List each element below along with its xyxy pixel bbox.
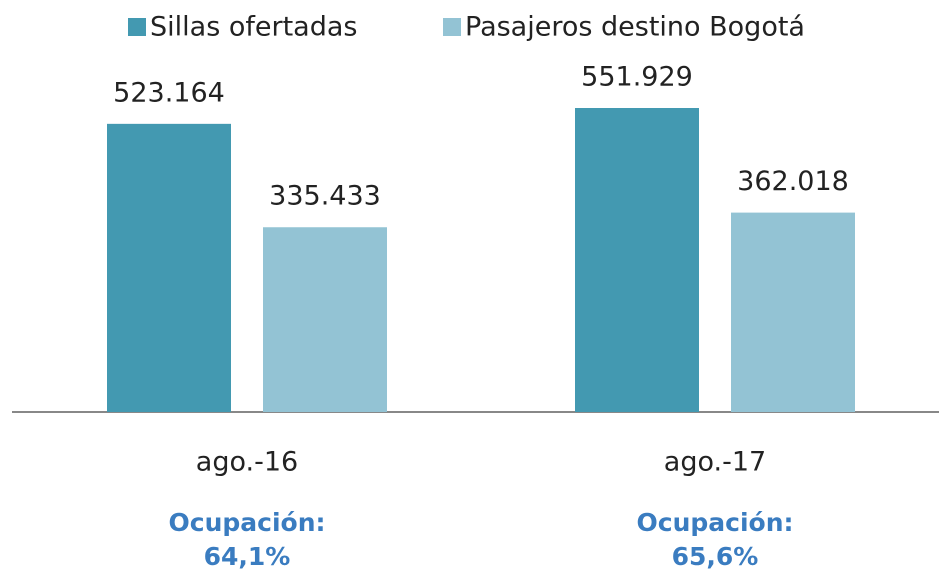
x-tick-label: ago.-17 bbox=[664, 447, 766, 478]
annotation-value: 64,1% bbox=[204, 542, 291, 571]
annotation-label: Ocupación: bbox=[637, 508, 794, 537]
annotation-value: 65,6% bbox=[672, 542, 759, 571]
value-label: 523.164 bbox=[113, 77, 225, 108]
value-label: 551.929 bbox=[581, 62, 693, 93]
bar bbox=[107, 123, 231, 413]
bar bbox=[263, 227, 387, 412]
legend-label: Pasajeros destino Bogotá bbox=[465, 12, 805, 43]
legend-label: Sillas ofertadas bbox=[150, 12, 357, 43]
legend-swatch bbox=[128, 18, 146, 36]
annotation-label: Ocupación: bbox=[169, 508, 326, 537]
value-label: 362.018 bbox=[737, 166, 849, 197]
bar bbox=[575, 108, 699, 412]
bar bbox=[731, 212, 855, 412]
value-label: 335.433 bbox=[269, 181, 381, 212]
x-tick-label: ago.-16 bbox=[196, 447, 298, 478]
legend-swatch bbox=[443, 18, 461, 36]
